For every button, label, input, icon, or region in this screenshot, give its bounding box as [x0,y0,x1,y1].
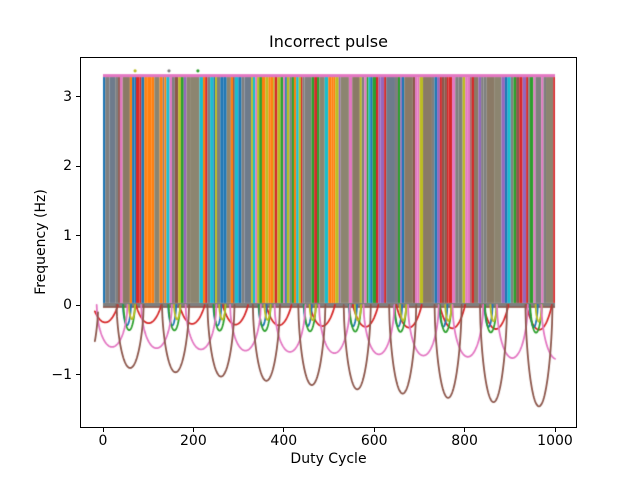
y-tick-mark [76,235,80,236]
x-tick-label: 800 [451,433,478,449]
y-tick-label: −1 [51,366,72,383]
x-tick-label: 400 [270,433,298,449]
x-tick-mark [192,428,194,432]
x-tick-mark [102,428,104,432]
y-tick-label: 3 [63,88,72,105]
x-tick-mark [283,428,285,432]
x-tick-label: 200 [180,433,207,449]
y-tick-label: 0 [63,297,72,313]
x-tick-mark [373,428,375,432]
y-tick-mark [76,304,80,306]
x-tick-mark [464,428,466,432]
y-tick-mark [76,374,80,375]
x-axis-label: Duty Cycle [290,451,367,467]
x-tick-mark [554,428,556,432]
x-tick-label: 0 [98,433,108,449]
plot-area-canvas [81,58,576,427]
x-tick-label: 1000 [537,433,573,449]
x-tick-label: 600 [360,433,388,449]
y-tick-mark [76,96,80,97]
y-tick-label: 1 [63,227,72,244]
y-tick-mark [76,165,80,167]
chart-title: Incorrect pulse [269,32,388,51]
y-tick-label: 2 [63,158,72,174]
